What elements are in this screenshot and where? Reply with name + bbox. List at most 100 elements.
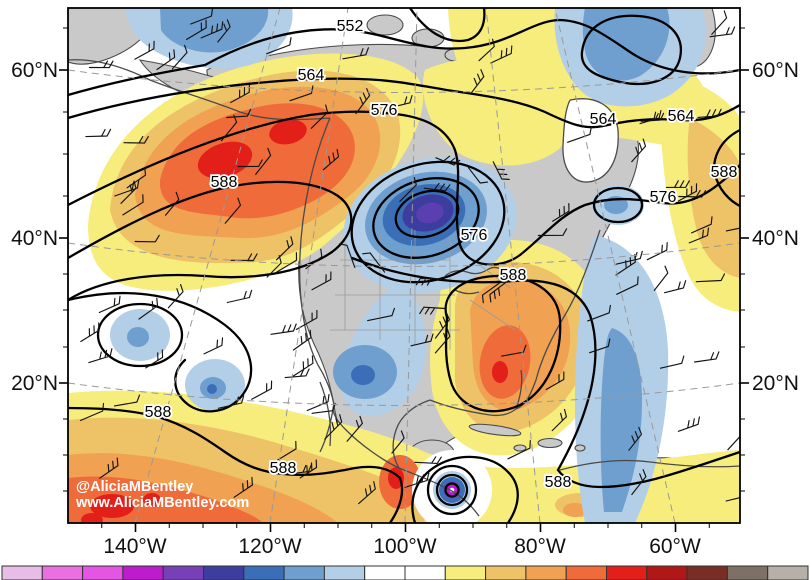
coastlines [68, 59, 740, 517]
colorbar-segment [686, 565, 728, 580]
colorbar-segment [606, 565, 648, 580]
contour-label: 588 [145, 404, 172, 421]
colorbar-segment [243, 565, 285, 580]
wind-barb [677, 416, 700, 432]
wind-barb [88, 348, 113, 364]
contour-label: 576 [650, 189, 677, 206]
wind-barb [145, 349, 164, 369]
wind-barb [399, 177, 417, 202]
colorbar-segment [485, 565, 527, 580]
wind-barb [306, 393, 330, 412]
wind-barb [709, 26, 736, 38]
colorbar-segment [767, 565, 809, 580]
wind-barb [567, 126, 592, 143]
wind-barb [233, 476, 253, 498]
lon-label-bottom: 80°W [514, 535, 566, 558]
wind-barb [113, 394, 141, 407]
wind-barbs-layer [79, 8, 740, 505]
wind-barb [346, 415, 363, 442]
wind-barb [80, 322, 100, 343]
wind-barb [324, 414, 343, 440]
colorbar-segment [1, 565, 43, 580]
wind-barb [423, 182, 451, 192]
wind-barb [338, 243, 356, 268]
wind-barb [167, 284, 184, 309]
wind-barb [79, 402, 105, 422]
contour-label: 552 [337, 18, 364, 35]
wind-barb [414, 456, 442, 464]
wind-barb [224, 197, 242, 224]
wind-barb [305, 248, 323, 270]
wind-barb [266, 37, 292, 55]
colorbar-segment [444, 565, 487, 580]
wind-barb [275, 252, 298, 273]
wind-barb [292, 329, 312, 351]
wind-barb [695, 273, 726, 283]
wind-barb [122, 194, 144, 216]
wind-barb [171, 44, 188, 70]
watermark-handle: @AliciaMBentley [76, 479, 193, 495]
wind-barb [164, 191, 180, 216]
puerto-rico [574, 444, 586, 452]
hispaniola [537, 437, 563, 449]
graticule [68, 8, 740, 523]
anomaly-shading [68, 8, 740, 523]
wind-barb [691, 216, 713, 234]
wind-barb [311, 271, 332, 291]
wind-barb [615, 254, 636, 276]
colorbar-segment [283, 565, 325, 580]
wind-barb [156, 49, 176, 71]
wind-barb [237, 159, 263, 168]
wind-barb [434, 312, 450, 339]
wind-barb [203, 337, 224, 355]
wind-barb [664, 280, 687, 294]
colorbar-segment [364, 565, 406, 580]
wind-barb [688, 227, 710, 244]
arctic-island [366, 14, 404, 36]
wind-barb [551, 408, 567, 432]
wind-barb [322, 148, 340, 171]
contour-label: 588 [211, 174, 238, 191]
contour-label: 588 [545, 474, 572, 491]
colorbar-segment [323, 565, 366, 580]
wind-barb [677, 183, 698, 202]
wind-barb [190, 8, 214, 25]
contour-label: 588 [500, 267, 527, 284]
wind-barb [490, 45, 513, 64]
wind-barb [185, 19, 207, 41]
wind-barb [507, 440, 531, 460]
wind-barb [284, 368, 310, 379]
contour-label: 564 [668, 108, 695, 125]
contour-label: 564 [590, 111, 617, 128]
wind-barb [289, 85, 314, 102]
wind-barb [537, 228, 568, 237]
contour-label: 576 [461, 227, 488, 244]
wind-barb [134, 234, 160, 243]
colorbar-segment [82, 565, 124, 580]
wind-barb [631, 469, 647, 496]
wind-barb [200, 21, 224, 39]
wind-barb [492, 161, 510, 180]
wind-barb [678, 189, 707, 198]
wind-barb [98, 295, 121, 314]
wind-barb [123, 135, 149, 144]
wind-barb [659, 355, 685, 369]
wind-barb [226, 289, 253, 304]
lat-label-left: 20°N [11, 372, 58, 395]
wind-barb [725, 227, 740, 232]
wind-barb [134, 40, 155, 60]
axis-ticks [59, 27, 749, 532]
wind-barb [665, 180, 690, 188]
contour-label: 576 [371, 102, 398, 119]
wind-barb [697, 108, 722, 118]
wind-barb [99, 457, 119, 479]
lat-label-right: 20°N [752, 372, 799, 395]
contour-label: 564 [298, 67, 325, 84]
contour-label: 588 [270, 460, 297, 477]
wind-barb [415, 277, 443, 286]
wind-barb [138, 297, 159, 320]
wind-barb [277, 440, 297, 461]
wind-barb [299, 459, 318, 479]
